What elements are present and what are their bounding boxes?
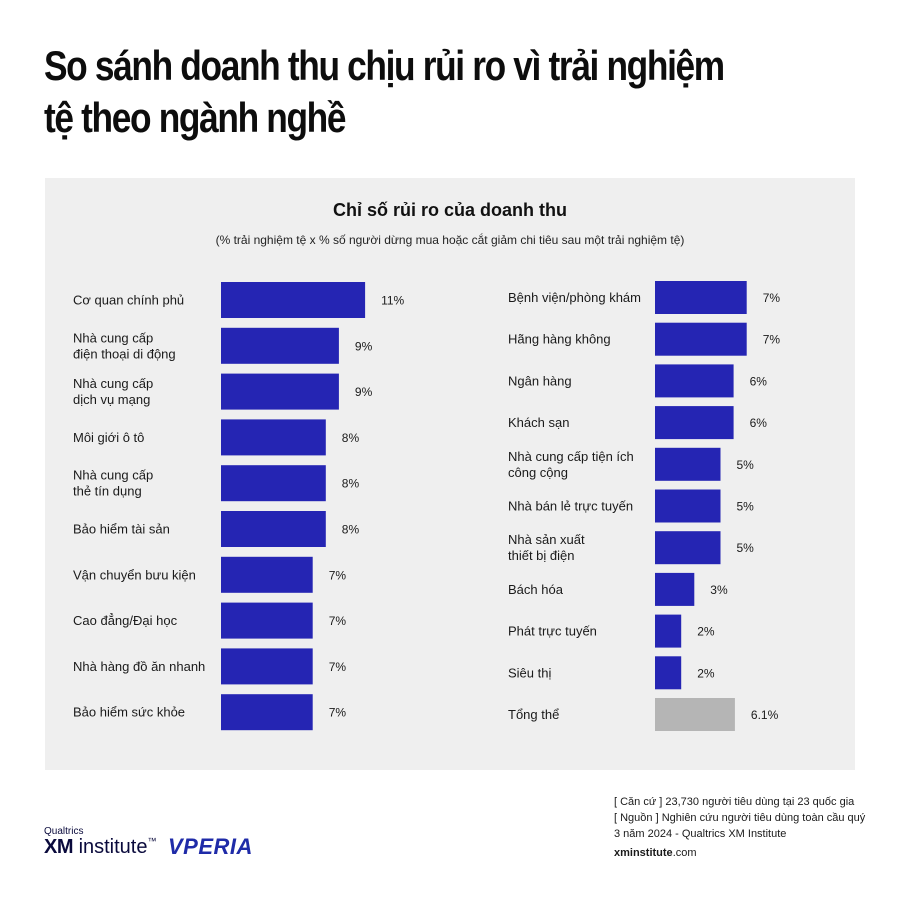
chart-title: Chỉ số rủi ro của doanh thu — [333, 200, 567, 220]
bar — [655, 531, 721, 565]
value-label: 8% — [342, 523, 360, 537]
category-label: Bảo hiểm tài sản — [73, 522, 170, 537]
vperia-logo: VPERIA — [168, 834, 253, 859]
bar — [221, 327, 339, 364]
footer-source: [ Nguồn ] Nghiên cứu người tiêu dùng toà… — [614, 812, 866, 840]
category-label: Vận chuyển bưu kiện — [73, 567, 196, 582]
value-label: 2% — [697, 625, 715, 639]
bar — [655, 322, 747, 356]
value-label: 7% — [329, 568, 347, 582]
value-label: 6% — [750, 374, 768, 388]
bar — [655, 572, 695, 606]
bar — [221, 511, 326, 547]
page-headline: So sánh doanh thu chịu rủi ro vì trải ng… — [44, 42, 725, 141]
bar — [221, 556, 313, 593]
category-label: Hãng hàng không — [508, 332, 611, 347]
qualtrics-label: Qualtrics — [44, 826, 84, 837]
category-label: Nhà cung cấp thẻ tín dụng — [73, 468, 153, 499]
bar — [655, 406, 734, 440]
value-label: 5% — [737, 458, 755, 472]
bar — [655, 447, 721, 481]
category-label: Khách sạn — [508, 415, 569, 430]
bar — [655, 364, 734, 398]
bar — [221, 694, 313, 731]
value-label: 7% — [329, 660, 347, 674]
value-label: 8% — [342, 431, 360, 445]
value-label: 11% — [381, 294, 404, 308]
category-label: Nhà hàng đồ ăn nhanh — [73, 659, 205, 674]
value-label: 3% — [710, 583, 728, 597]
category-label: Môi giới ô tô — [73, 430, 144, 445]
category-label: Bách hóa — [508, 582, 564, 597]
chart-subtitle: (% trải nghiệm tệ x % số người dừng mua … — [215, 233, 685, 247]
value-label: 7% — [763, 291, 781, 305]
value-label: 6.1% — [751, 708, 779, 722]
value-label: 2% — [697, 666, 715, 680]
value-label: 8% — [342, 477, 360, 491]
category-label-total: Tổng thể — [508, 707, 559, 722]
value-label: 5% — [737, 541, 755, 555]
category-label: Cao đẳng/Đại học — [73, 613, 178, 628]
institute-text: institute — [78, 836, 148, 858]
site-name: xminstitute — [614, 847, 673, 859]
category-label: Nhà bán lẻ trực tuyến — [508, 499, 633, 514]
bar — [655, 656, 682, 690]
category-label: Nhà cung cấp dịch vụ mạng — [73, 376, 153, 407]
value-label: 6% — [750, 416, 768, 430]
category-label: Siêu thị — [508, 665, 551, 680]
value-label: 9% — [355, 339, 373, 353]
category-label: Ngân hàng — [508, 373, 572, 388]
bar — [221, 465, 326, 502]
bar — [221, 602, 313, 639]
bar — [221, 373, 339, 410]
bar — [221, 648, 313, 685]
value-label: 9% — [355, 385, 373, 399]
bar — [221, 282, 366, 318]
bar — [655, 489, 721, 523]
value-label: 5% — [737, 500, 755, 514]
value-label: 7% — [329, 706, 347, 720]
footer-basis: [ Căn cứ ] 23,730 người tiêu dùng tại 23… — [614, 796, 855, 808]
value-label: 7% — [763, 333, 781, 347]
category-label: Nhà sản xuất thiết bị điện — [508, 532, 585, 563]
category-label: Bệnh viện/phòng khám — [508, 290, 641, 305]
trademark-symbol: ™ — [147, 836, 157, 846]
category-label: Phát trực tuyến — [508, 624, 597, 639]
bar-total — [655, 698, 735, 731]
category-label: Bảo hiểm sức khỏe — [73, 705, 185, 720]
site-domain: .com — [672, 847, 697, 859]
xm-text: XM — [44, 836, 74, 858]
bar — [655, 281, 747, 314]
category-label: Nhà cung cấp tiện ích công cộng — [508, 449, 634, 480]
category-label: Nhà cung cấp điện thoại di động — [73, 330, 176, 361]
category-label: Cơ quan chính phủ — [73, 293, 184, 308]
bar — [221, 419, 326, 456]
footer-website[interactable]: xminstitute.com — [614, 845, 697, 861]
xm-institute-logo: XM institute™ — [44, 836, 157, 859]
value-label: 7% — [329, 614, 347, 628]
bar — [655, 614, 682, 648]
